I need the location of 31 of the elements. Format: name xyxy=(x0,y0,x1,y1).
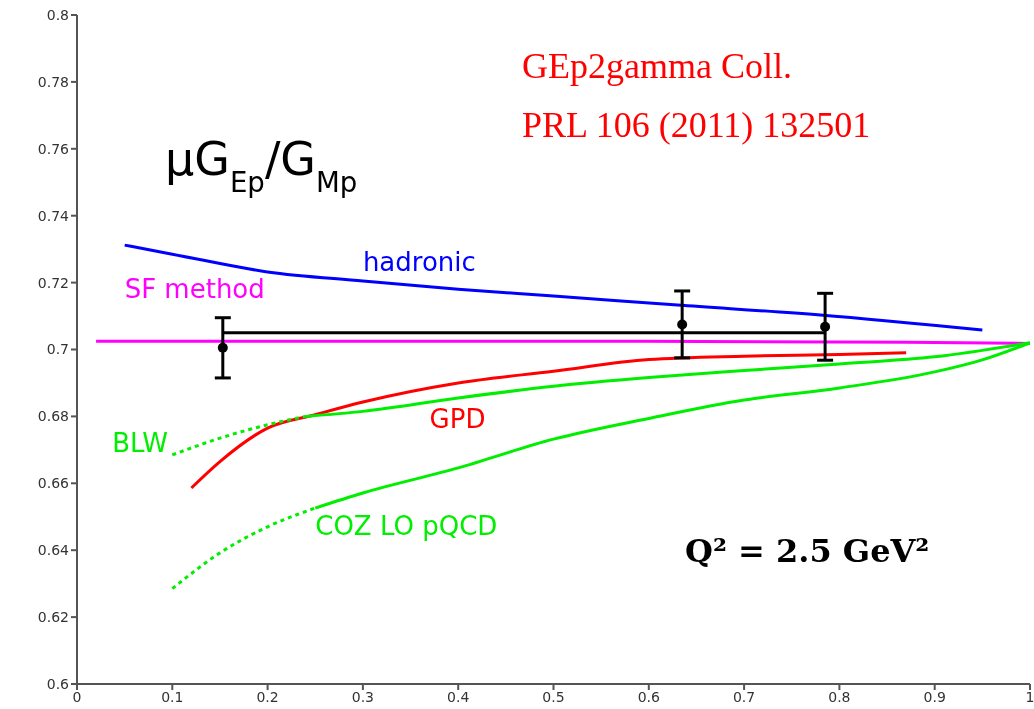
x-tick-label: 0 xyxy=(72,688,82,705)
x-tick-label: 0.8 xyxy=(828,688,851,705)
x-tick-label: 1 xyxy=(1025,688,1034,705)
series-label: COZ LO pQCD xyxy=(315,511,498,542)
x-tick-label: 0.3 xyxy=(351,688,375,705)
series-label: SF method xyxy=(124,273,265,304)
y-tick-label: 0.62 xyxy=(37,609,69,626)
y-tick-label: 0.64 xyxy=(37,542,70,559)
x-tick-label: 0.6 xyxy=(637,688,661,705)
x-tick-label: 0.2 xyxy=(256,688,279,705)
y-tick-label: 0.72 xyxy=(37,274,69,291)
y-tick-label: 0.76 xyxy=(37,140,70,157)
series-label: hadronic xyxy=(362,246,476,277)
annotation: GEp2gamma Coll. xyxy=(522,46,792,86)
x-tick-label: 0.5 xyxy=(542,688,565,705)
annotation: Q² = 2.5 GeV² xyxy=(685,532,930,570)
x-tick-label: 0.7 xyxy=(732,688,756,705)
y-tick-label: 0.74 xyxy=(37,207,70,224)
x-tick-label: 0.9 xyxy=(923,688,946,705)
y-tick-label: 0.68 xyxy=(37,408,69,425)
annotation: μG$_{Ep}$/G$_{Mp}$ xyxy=(165,132,358,199)
annotation: PRL 106 (2011) 132501 xyxy=(522,105,871,145)
series-label: BLW xyxy=(112,427,168,458)
y-tick-label: 0.8 xyxy=(46,6,69,23)
y-tick-label: 0.6 xyxy=(46,675,70,692)
x-tick-label: 0.4 xyxy=(447,688,470,705)
y-tick-label: 0.7 xyxy=(46,341,69,358)
y-tick-label: 0.66 xyxy=(37,475,70,492)
series-label: GPD xyxy=(429,404,486,435)
y-tick-label: 0.78 xyxy=(37,73,69,90)
x-tick-label: 0.1 xyxy=(161,688,184,705)
